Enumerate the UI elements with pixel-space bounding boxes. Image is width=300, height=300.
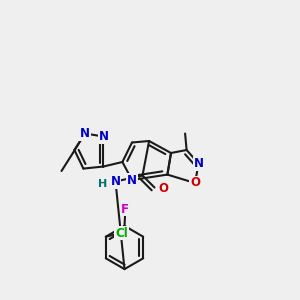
Text: H: H — [98, 179, 107, 189]
Text: F: F — [121, 202, 129, 216]
Text: O: O — [190, 176, 200, 190]
Text: O: O — [158, 182, 168, 196]
Text: N: N — [98, 130, 109, 143]
Text: N: N — [80, 127, 90, 140]
Text: N: N — [194, 157, 204, 170]
Text: N: N — [110, 175, 121, 188]
Text: Cl: Cl — [115, 226, 128, 240]
Text: N: N — [127, 173, 137, 187]
